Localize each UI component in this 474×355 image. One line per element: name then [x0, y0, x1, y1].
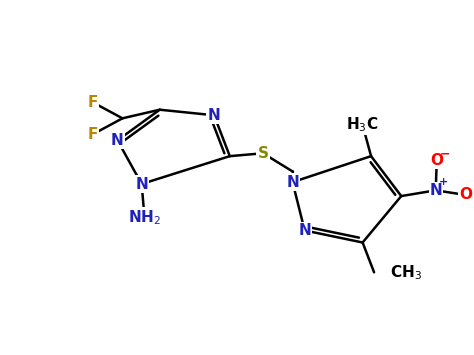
- Text: S: S: [257, 146, 269, 161]
- Text: N: N: [298, 223, 311, 238]
- Text: +: +: [439, 177, 448, 187]
- Text: O: O: [459, 187, 472, 202]
- Text: N: N: [135, 176, 148, 191]
- Text: N: N: [429, 183, 442, 198]
- Text: NH$_2$: NH$_2$: [128, 208, 161, 226]
- Text: N: N: [111, 133, 124, 148]
- Text: CH$_3$: CH$_3$: [390, 263, 422, 282]
- Text: N: N: [286, 175, 299, 190]
- Text: F: F: [88, 95, 98, 110]
- Text: F: F: [88, 127, 98, 142]
- Text: H$_3$C: H$_3$C: [346, 115, 379, 134]
- Text: N: N: [208, 108, 220, 123]
- Text: O: O: [430, 153, 443, 168]
- Text: −: −: [440, 147, 451, 160]
